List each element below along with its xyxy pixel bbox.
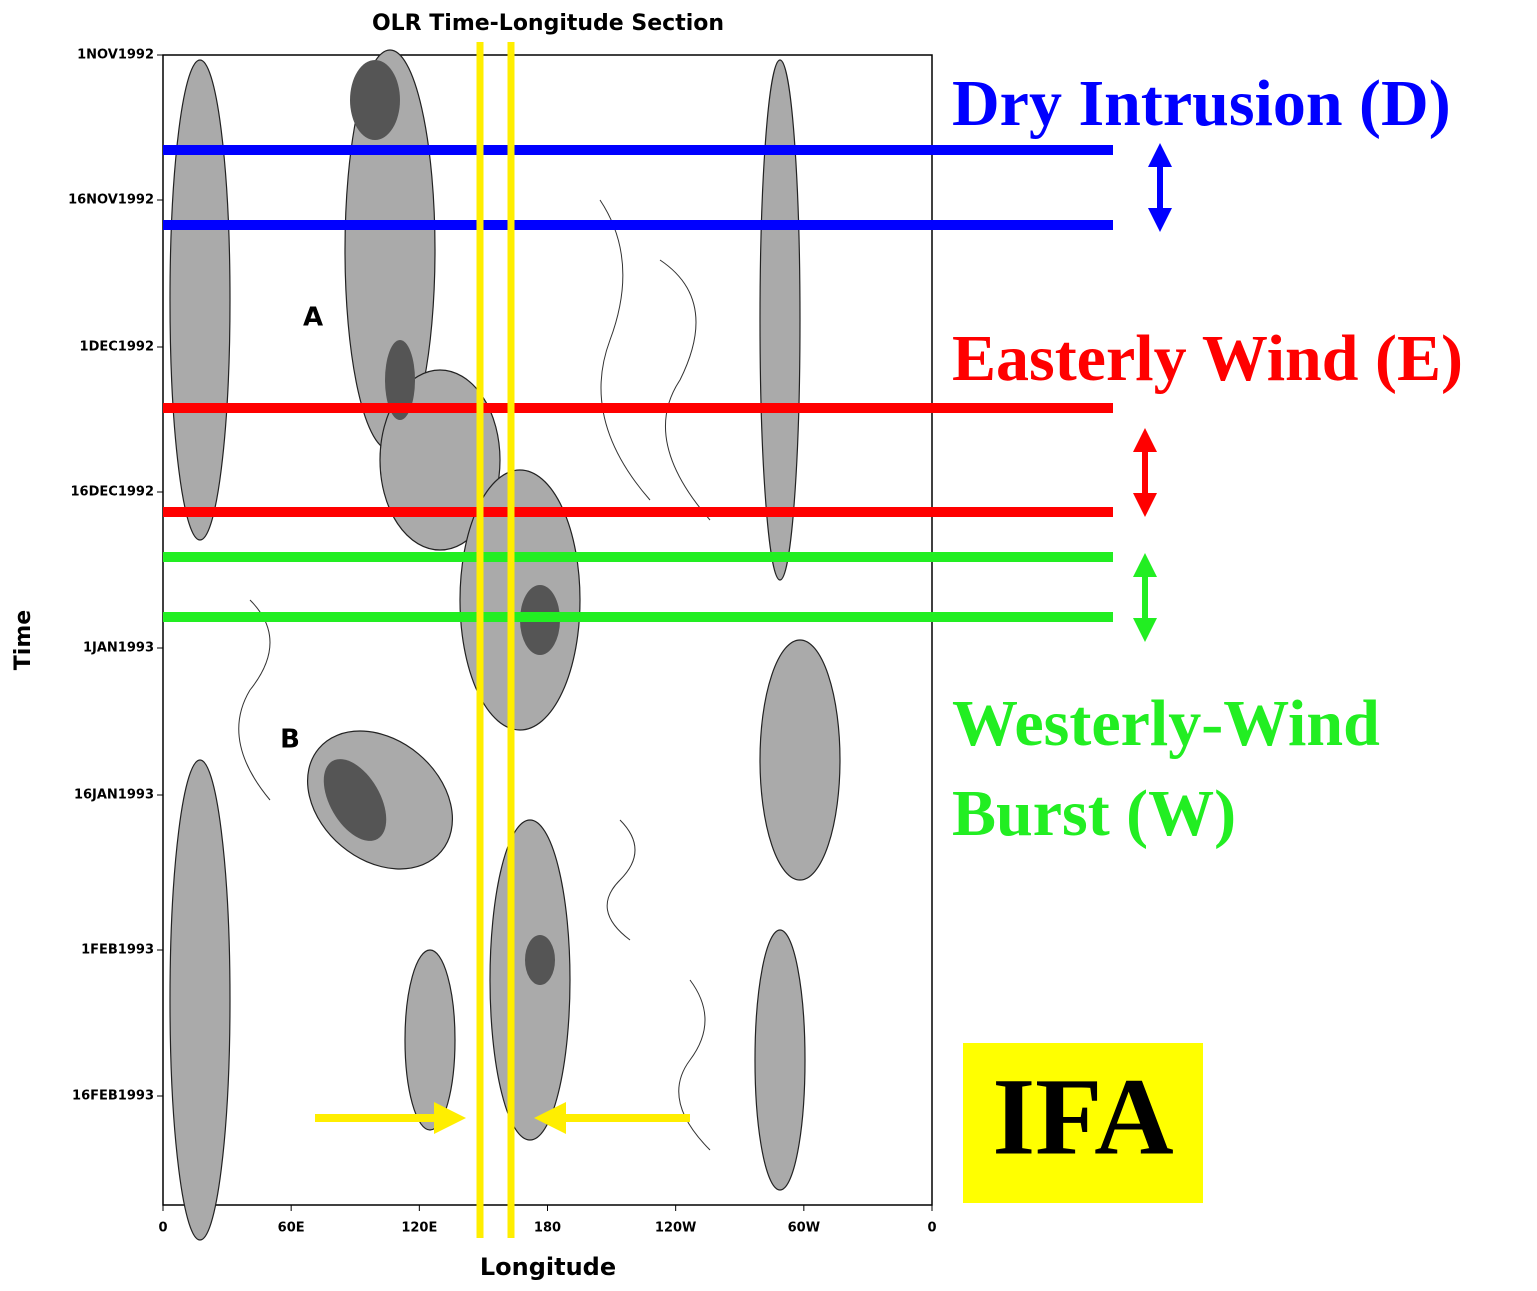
y-tick-label: 16FEB1993 bbox=[72, 1089, 154, 1104]
y-tick-label: 1JAN1993 bbox=[83, 641, 154, 656]
ifa-box bbox=[963, 1043, 1203, 1203]
chart-title: OLR Time-Longitude Section bbox=[372, 11, 724, 36]
y-tick-label: 16NOV1992 bbox=[68, 193, 154, 208]
y-tick-label: 1NOV1992 bbox=[77, 48, 154, 63]
y-axis-label: Time bbox=[11, 610, 36, 670]
y-tick-label: 1FEB1993 bbox=[81, 943, 154, 958]
x-tick-label: 120W bbox=[655, 1221, 696, 1236]
x-tick-label: 120E bbox=[401, 1221, 437, 1236]
x-tick-label: 60E bbox=[278, 1221, 305, 1236]
marker-label: B bbox=[280, 725, 300, 755]
x-tick-label: 60W bbox=[788, 1221, 820, 1236]
annotation: Dry Intrusion (D) bbox=[952, 67, 1451, 140]
y-tick-label: 16JAN1993 bbox=[74, 788, 154, 803]
x-tick-label: 0 bbox=[927, 1221, 936, 1236]
lines bbox=[163, 42, 1172, 1238]
marker-label: A bbox=[303, 303, 323, 333]
x-tick-label: 0 bbox=[158, 1221, 167, 1236]
ifa-label: IFA bbox=[992, 1055, 1173, 1177]
annotation: Westerly-Wind bbox=[952, 687, 1380, 760]
annotation: Easterly Wind (E) bbox=[952, 322, 1463, 395]
annotation: Burst (W) bbox=[952, 777, 1236, 850]
y-tick-label: 16DEC1992 bbox=[71, 485, 154, 500]
x-axis-label: Longitude bbox=[480, 1253, 616, 1281]
x-tick-label: 180 bbox=[534, 1221, 561, 1236]
y-tick-label: 1DEC1992 bbox=[80, 340, 154, 355]
